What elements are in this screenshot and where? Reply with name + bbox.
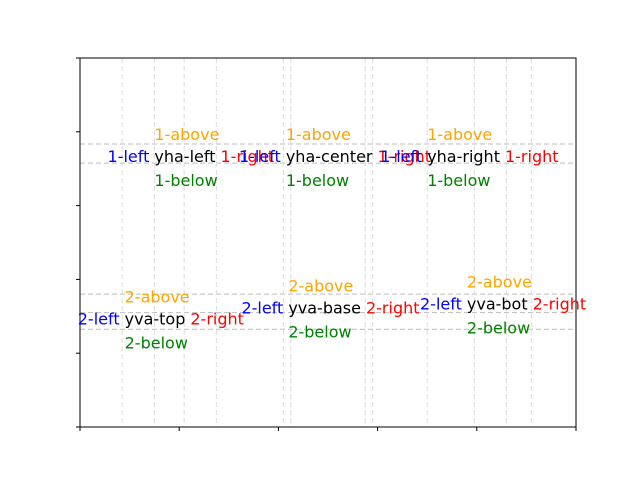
left-label: 1-left [380, 147, 422, 166]
below-label: 1-below [154, 171, 217, 190]
above-label: 2-above [125, 287, 190, 306]
right-label: 1-right [505, 147, 559, 166]
above-label: 1-above [286, 125, 351, 144]
below-label: 2-below [288, 322, 351, 341]
above-label: 2-above [467, 273, 532, 292]
main-label: yha-left [154, 147, 215, 166]
right-label: 2-right [190, 309, 244, 328]
plot-frame [79, 57, 577, 428]
main-label: yva-base [288, 298, 361, 317]
right-label: 2-right [533, 295, 587, 314]
left-label: 2-left [78, 309, 120, 328]
main-label: yha-center [286, 147, 373, 166]
left-label: 2-left [420, 295, 462, 314]
left-label: 1-left [239, 147, 281, 166]
above-label: 2-above [288, 276, 353, 295]
y-axis-ticks [76, 57, 80, 428]
label-group-yva-base: yva-base 2-left 2-right 2-above 2-below [241, 276, 419, 341]
below-label: 1-below [427, 171, 490, 190]
below-label: 2-below [125, 333, 188, 352]
left-label: 1-left [108, 147, 150, 166]
right-label: 2-right [366, 298, 420, 317]
x-axis-ticks [79, 427, 577, 431]
right-label: 1-right [378, 147, 432, 166]
left-label: 2-left [241, 298, 283, 317]
main-label: yha-right [427, 147, 500, 166]
main-label: yva-bot [467, 295, 528, 314]
right-label: 1-right [221, 147, 275, 166]
main-label: yva-top [125, 309, 186, 328]
below-label: 2-below [467, 319, 530, 338]
below-label: 1-below [286, 171, 349, 190]
above-label: 1-above [427, 125, 492, 144]
guide-lines [80, 58, 576, 427]
above-label: 1-above [154, 125, 219, 144]
